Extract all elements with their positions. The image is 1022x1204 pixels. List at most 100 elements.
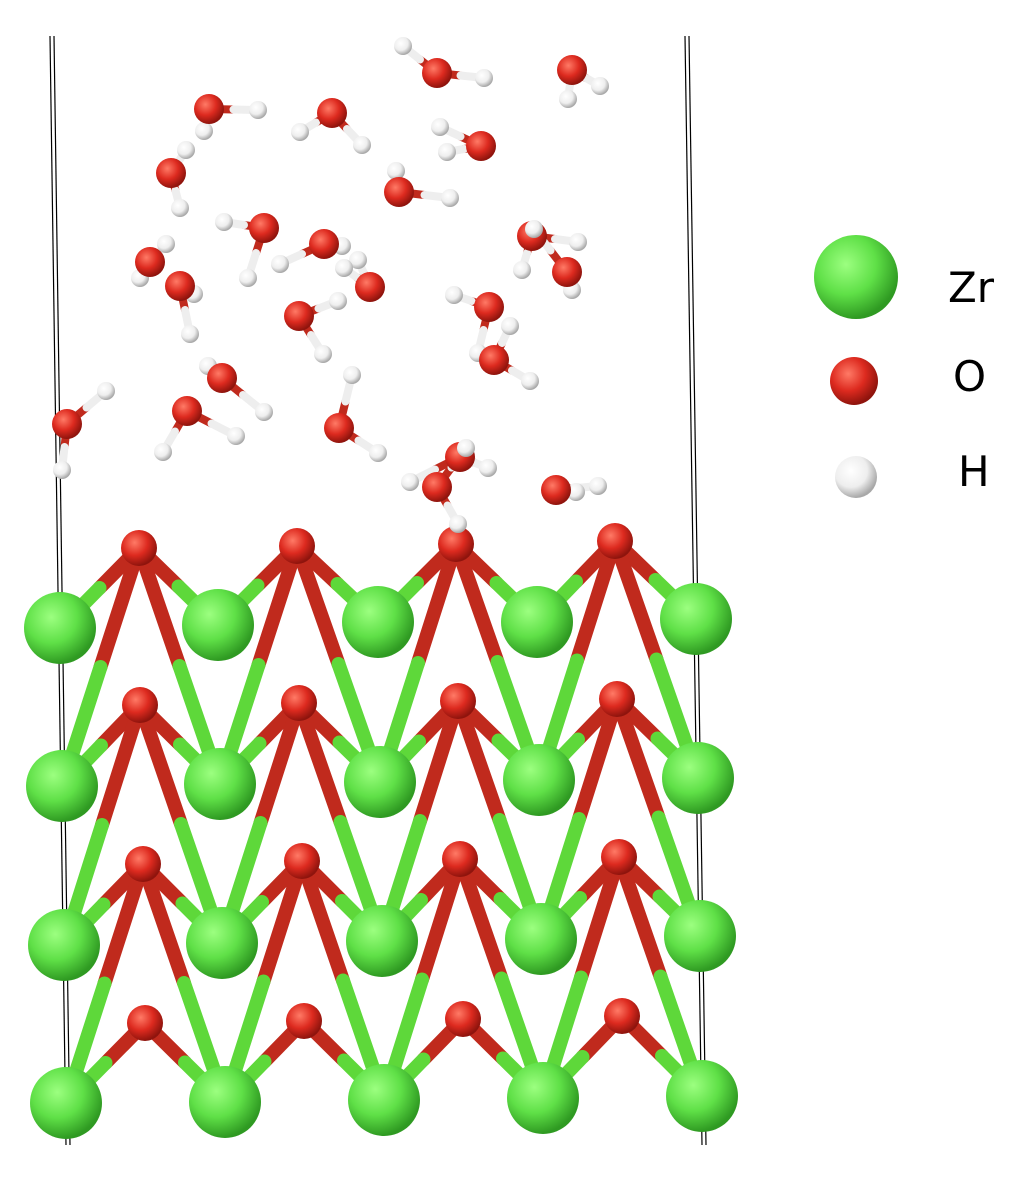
o-atom: [156, 158, 186, 188]
h-atom: [97, 382, 115, 400]
o-atom: [479, 345, 509, 375]
legend-h-label: H: [958, 447, 990, 496]
zr-o-bond: [413, 694, 465, 828]
zr-o-bond: [253, 696, 306, 830]
zr-o-bond: [572, 692, 624, 826]
zr-o-bond: [451, 694, 507, 827]
zr-atom: [28, 909, 100, 981]
o-atom: [384, 177, 414, 207]
o-atom: [557, 55, 587, 85]
zr-o-bond: [449, 537, 505, 669]
zr-o-bond: [570, 534, 622, 668]
h-atom: [353, 136, 371, 154]
o-atom: [172, 396, 202, 426]
zr-o-bond: [251, 539, 304, 672]
o-atom: [552, 257, 582, 287]
zr-o-bond: [453, 852, 509, 986]
legend: Zr O H: [814, 235, 995, 498]
legend-o-marker: [830, 357, 878, 405]
h-atom: [394, 37, 412, 55]
zr-atom: [344, 746, 416, 818]
o-atom: [604, 998, 640, 1034]
h-atom: [501, 317, 519, 335]
h-atom: [255, 403, 273, 421]
h-atom: [449, 515, 467, 533]
o-atom: [249, 213, 279, 243]
zr-atom: [662, 742, 734, 814]
zr-atom: [30, 1067, 102, 1139]
zr-atom: [666, 1060, 738, 1132]
o-atom: [52, 409, 82, 439]
o-atom: [125, 846, 161, 882]
o-atom: [355, 272, 385, 302]
o-atom: [135, 247, 165, 277]
zr-atom: [503, 744, 575, 816]
h-atom: [369, 444, 387, 462]
h-atom: [291, 123, 309, 141]
h-atom: [521, 372, 539, 390]
o-atom: [601, 839, 637, 875]
zr-o-bond: [608, 534, 664, 667]
zr-atom: [505, 903, 577, 975]
h-atom: [329, 292, 347, 310]
o-atom: [474, 292, 504, 322]
h-atom: [438, 143, 456, 161]
o-atom: [597, 523, 633, 559]
zr-atom: [507, 1062, 579, 1134]
zr-atom: [342, 586, 414, 658]
zr-atom: [186, 907, 258, 979]
h-atom: [53, 461, 71, 479]
zr-o-bond: [415, 852, 467, 987]
h-atom: [479, 459, 497, 477]
zr-atom: [184, 748, 256, 820]
zr-atom: [189, 1066, 261, 1138]
h-atom: [271, 255, 289, 273]
o-atom: [541, 475, 571, 505]
h-atom: [239, 269, 257, 287]
o-atom: [286, 1003, 322, 1039]
legend-h-marker: [835, 456, 877, 498]
h-atom: [589, 477, 607, 495]
o-atom: [309, 229, 339, 259]
o-atom: [281, 685, 317, 721]
zr-atom: [501, 586, 573, 658]
o-atom: [121, 530, 157, 566]
zr-o-bond: [133, 698, 188, 831]
zr-o-bond: [136, 857, 191, 990]
o-atom: [442, 841, 478, 877]
zr-o-bond: [610, 692, 666, 825]
zr-o-bond: [574, 850, 626, 985]
h-atom: [569, 233, 587, 251]
h-atom: [475, 69, 493, 87]
h-atom: [335, 259, 353, 277]
h-atom: [559, 90, 577, 108]
zr-o-bond: [295, 854, 350, 988]
o-atom: [324, 413, 354, 443]
o-atom: [122, 687, 158, 723]
o-atom: [317, 98, 347, 128]
h-atom: [525, 220, 543, 238]
zr-atom: [26, 750, 98, 822]
h-atom: [349, 251, 367, 269]
h-atom: [441, 189, 459, 207]
h-atom: [249, 101, 267, 119]
h-atom: [401, 473, 419, 491]
zr-o-bond: [292, 696, 348, 829]
legend-zr-marker: [814, 235, 898, 319]
h-atom: [157, 235, 175, 253]
atom-layer: [24, 37, 738, 1139]
zr-atom: [664, 900, 736, 972]
h-atom: [457, 439, 475, 457]
h-atom: [314, 345, 332, 363]
o-atom: [438, 526, 474, 562]
legend-zr-label: Zr: [948, 263, 995, 312]
h-atom: [227, 427, 245, 445]
o-atom: [279, 528, 315, 564]
h-atom: [154, 443, 172, 461]
h-atom: [177, 141, 195, 159]
h-atom: [431, 118, 449, 136]
zr-o-bond: [132, 541, 187, 673]
h-atom: [567, 483, 585, 501]
h-atom: [445, 286, 463, 304]
